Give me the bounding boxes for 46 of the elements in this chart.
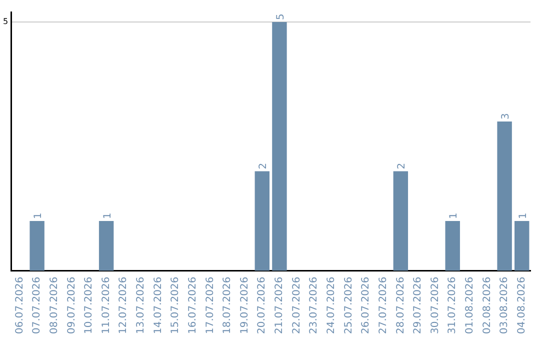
x-tick-label: 02.08.2026 <box>482 276 493 334</box>
x-tick-label: 11.07.2026 <box>100 276 112 334</box>
x-tick-label: 07.07.2026 <box>32 276 43 334</box>
x-tick-label: 04.08.2026 <box>516 276 528 334</box>
x-tick-label: 17.07.2026 <box>204 276 216 334</box>
data-label: 1 <box>518 212 529 219</box>
data-label: 1 <box>33 212 44 219</box>
data-label: 5 <box>275 14 286 20</box>
bar <box>514 220 530 271</box>
x-tick-label: 24.07.2026 <box>326 276 337 334</box>
x-tick-label: 03.08.2026 <box>499 276 510 334</box>
x-tick-label: 30.07.2026 <box>430 276 441 334</box>
x-tick-label: 16.07.2026 <box>187 276 198 334</box>
data-label: 3 <box>500 113 512 120</box>
bar <box>254 171 270 271</box>
x-tick-label: 01.08.2026 <box>464 276 476 334</box>
x-tick-label: 10.07.2026 <box>84 276 95 334</box>
bar <box>393 171 408 271</box>
x-tick-label: 08.07.2026 <box>48 276 60 334</box>
data-label: 2 <box>258 162 270 170</box>
x-tick-label: 09.07.2026 <box>66 276 78 334</box>
bar <box>98 220 114 271</box>
x-tick-label: 19.07.2026 <box>239 276 250 334</box>
x-tick-label: 18.07.2026 <box>222 276 234 334</box>
data-label: 1 <box>448 212 460 219</box>
bar <box>272 22 287 271</box>
bar <box>497 121 512 271</box>
x-tick-label: 31.07.2026 <box>447 276 458 334</box>
bar <box>445 220 460 271</box>
x-tick-label: 06.07.2026 <box>14 276 26 334</box>
x-tick-label: 27.07.2026 <box>378 276 389 334</box>
x-tick-label: 12.07.2026 <box>118 276 130 334</box>
x-tick-label: 20.07.2026 <box>256 276 268 334</box>
x-tick-label: 15.07.2026 <box>170 276 182 334</box>
x-tick-label: 28.07.2026 <box>395 276 406 334</box>
x-tick-label: 13.07.2026 <box>136 276 147 334</box>
x-tick-label: 14.07.2026 <box>152 276 164 334</box>
x-tick-label: 29.07.2026 <box>412 276 424 334</box>
x-tick-label: 23.07.2026 <box>308 276 320 334</box>
x-tick-label: 22.07.2026 <box>291 276 302 334</box>
bar <box>30 220 44 271</box>
data-label: 2 <box>396 162 408 170</box>
data-label: 1 <box>102 212 114 219</box>
x-tick-label: 25.07.2026 <box>343 276 354 334</box>
x-tick-label: 21.07.2026 <box>274 276 286 334</box>
x-tick-label: 26.07.2026 <box>360 276 372 334</box>
